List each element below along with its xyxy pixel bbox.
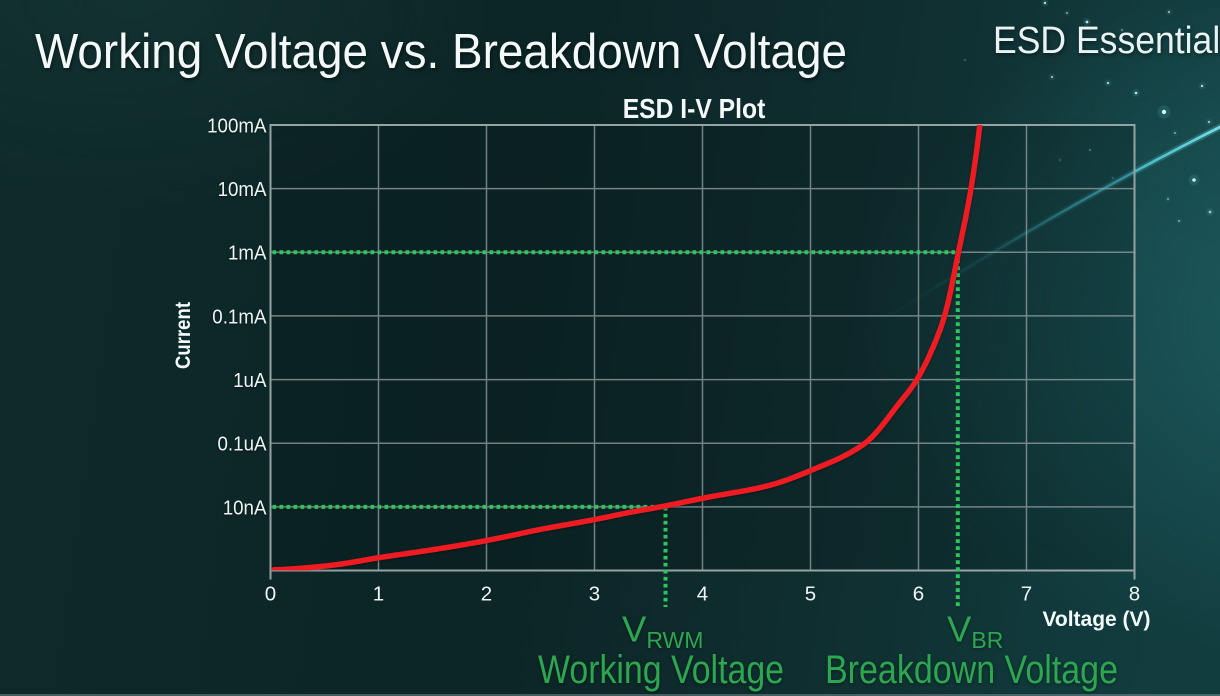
svg-text:7: 7 <box>1021 583 1032 606</box>
svg-text:0.1mA: 0.1mA <box>212 305 266 328</box>
svg-text:Breakdown Voltage: Breakdown Voltage <box>825 648 1118 692</box>
svg-text:1mA: 1mA <box>228 242 267 265</box>
svg-text:100mA: 100mA <box>207 114 267 137</box>
svg-text:VBR: VBR <box>947 609 1003 654</box>
svg-text:Working Voltage vs. Breakdown: Working Voltage vs. Breakdown Voltage <box>35 25 847 79</box>
svg-text:1: 1 <box>373 583 384 606</box>
svg-text:1uA: 1uA <box>233 369 267 392</box>
svg-text:2: 2 <box>481 583 492 606</box>
svg-text:ESD Essentials: ESD Essentials <box>993 20 1220 62</box>
svg-text:4: 4 <box>697 583 708 606</box>
svg-text:0: 0 <box>265 583 276 606</box>
svg-text:8: 8 <box>1129 583 1140 606</box>
svg-text:ESD I-V Plot: ESD I-V Plot <box>623 93 766 124</box>
svg-text:6: 6 <box>913 583 924 606</box>
svg-text:Working Voltage: Working Voltage <box>538 648 784 692</box>
svg-text:5: 5 <box>805 583 816 606</box>
svg-text:3: 3 <box>589 583 600 606</box>
svg-text:Current: Current <box>172 302 195 369</box>
svg-text:0.1uA: 0.1uA <box>218 433 267 456</box>
svg-text:Voltage (V): Voltage (V) <box>1042 608 1150 631</box>
svg-text:10nA: 10nA <box>223 496 267 519</box>
svg-text:10mA: 10mA <box>218 178 267 201</box>
svg-text:VRWM: VRWM <box>622 609 703 654</box>
